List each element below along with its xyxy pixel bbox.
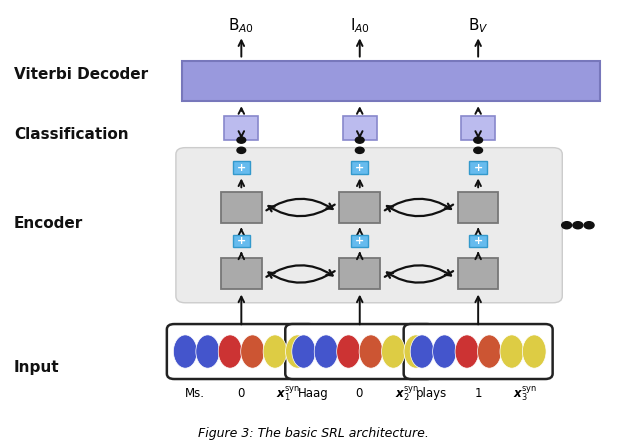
Circle shape — [474, 137, 483, 143]
Ellipse shape — [285, 335, 309, 368]
Text: $1$: $1$ — [474, 387, 483, 400]
Ellipse shape — [410, 335, 434, 368]
Ellipse shape — [173, 335, 197, 368]
Circle shape — [237, 137, 245, 143]
FancyBboxPatch shape — [167, 324, 316, 379]
Text: $0$: $0$ — [237, 387, 245, 400]
FancyBboxPatch shape — [342, 116, 377, 140]
Text: +: + — [237, 163, 246, 173]
Text: $0$: $0$ — [356, 387, 364, 400]
Ellipse shape — [196, 335, 220, 368]
Circle shape — [356, 147, 364, 153]
Ellipse shape — [382, 335, 405, 368]
Circle shape — [562, 222, 572, 229]
Text: +: + — [237, 236, 246, 246]
FancyBboxPatch shape — [176, 148, 562, 303]
Ellipse shape — [500, 335, 524, 368]
Ellipse shape — [433, 335, 456, 368]
Text: plays: plays — [416, 387, 447, 400]
FancyBboxPatch shape — [221, 192, 262, 223]
Circle shape — [356, 137, 364, 143]
FancyBboxPatch shape — [224, 116, 259, 140]
Text: $\boldsymbol{x}_3^{\mathrm{syn}}$: $\boldsymbol{x}_3^{\mathrm{syn}}$ — [513, 384, 537, 403]
Text: Encoder: Encoder — [14, 215, 83, 231]
Ellipse shape — [523, 335, 546, 368]
FancyBboxPatch shape — [285, 324, 434, 379]
FancyBboxPatch shape — [458, 259, 498, 289]
Circle shape — [237, 147, 245, 153]
Ellipse shape — [478, 335, 501, 368]
Ellipse shape — [292, 335, 316, 368]
FancyBboxPatch shape — [470, 161, 487, 174]
FancyBboxPatch shape — [404, 324, 553, 379]
Text: $\mathrm{B}_{V}$: $\mathrm{B}_{V}$ — [468, 17, 488, 35]
Text: Ms.: Ms. — [185, 387, 205, 400]
Ellipse shape — [359, 335, 383, 368]
Ellipse shape — [241, 335, 264, 368]
Ellipse shape — [314, 335, 338, 368]
Text: +: + — [355, 236, 364, 246]
Ellipse shape — [455, 335, 479, 368]
Ellipse shape — [218, 335, 242, 368]
Text: +: + — [473, 236, 483, 246]
FancyBboxPatch shape — [351, 235, 369, 247]
FancyBboxPatch shape — [470, 235, 487, 247]
Text: Input: Input — [14, 359, 59, 375]
Circle shape — [474, 147, 483, 153]
Text: Viterbi Decoder: Viterbi Decoder — [14, 67, 148, 82]
Text: Figure 3: The basic SRL architecture.: Figure 3: The basic SRL architecture. — [198, 427, 428, 440]
Text: +: + — [473, 163, 483, 173]
Circle shape — [584, 222, 594, 229]
FancyBboxPatch shape — [351, 161, 369, 174]
Text: $\boldsymbol{x}_2^{\mathrm{syn}}$: $\boldsymbol{x}_2^{\mathrm{syn}}$ — [394, 384, 418, 403]
Ellipse shape — [263, 335, 287, 368]
FancyBboxPatch shape — [233, 161, 250, 174]
Text: Classification: Classification — [14, 127, 128, 142]
FancyBboxPatch shape — [461, 116, 495, 140]
FancyBboxPatch shape — [233, 235, 250, 247]
FancyBboxPatch shape — [182, 61, 600, 101]
Text: Haag: Haag — [297, 387, 329, 400]
Text: $\mathrm{I}_{A0}$: $\mathrm{I}_{A0}$ — [350, 17, 370, 35]
Text: $\boldsymbol{x}_1^{\mathrm{syn}}$: $\boldsymbol{x}_1^{\mathrm{syn}}$ — [276, 384, 300, 403]
Text: $\mathrm{B}_{A0}$: $\mathrm{B}_{A0}$ — [228, 17, 254, 35]
FancyBboxPatch shape — [221, 259, 262, 289]
FancyBboxPatch shape — [339, 259, 380, 289]
FancyBboxPatch shape — [458, 192, 498, 223]
Circle shape — [573, 222, 583, 229]
Ellipse shape — [404, 335, 428, 368]
FancyBboxPatch shape — [339, 192, 380, 223]
Ellipse shape — [337, 335, 361, 368]
Text: +: + — [355, 163, 364, 173]
